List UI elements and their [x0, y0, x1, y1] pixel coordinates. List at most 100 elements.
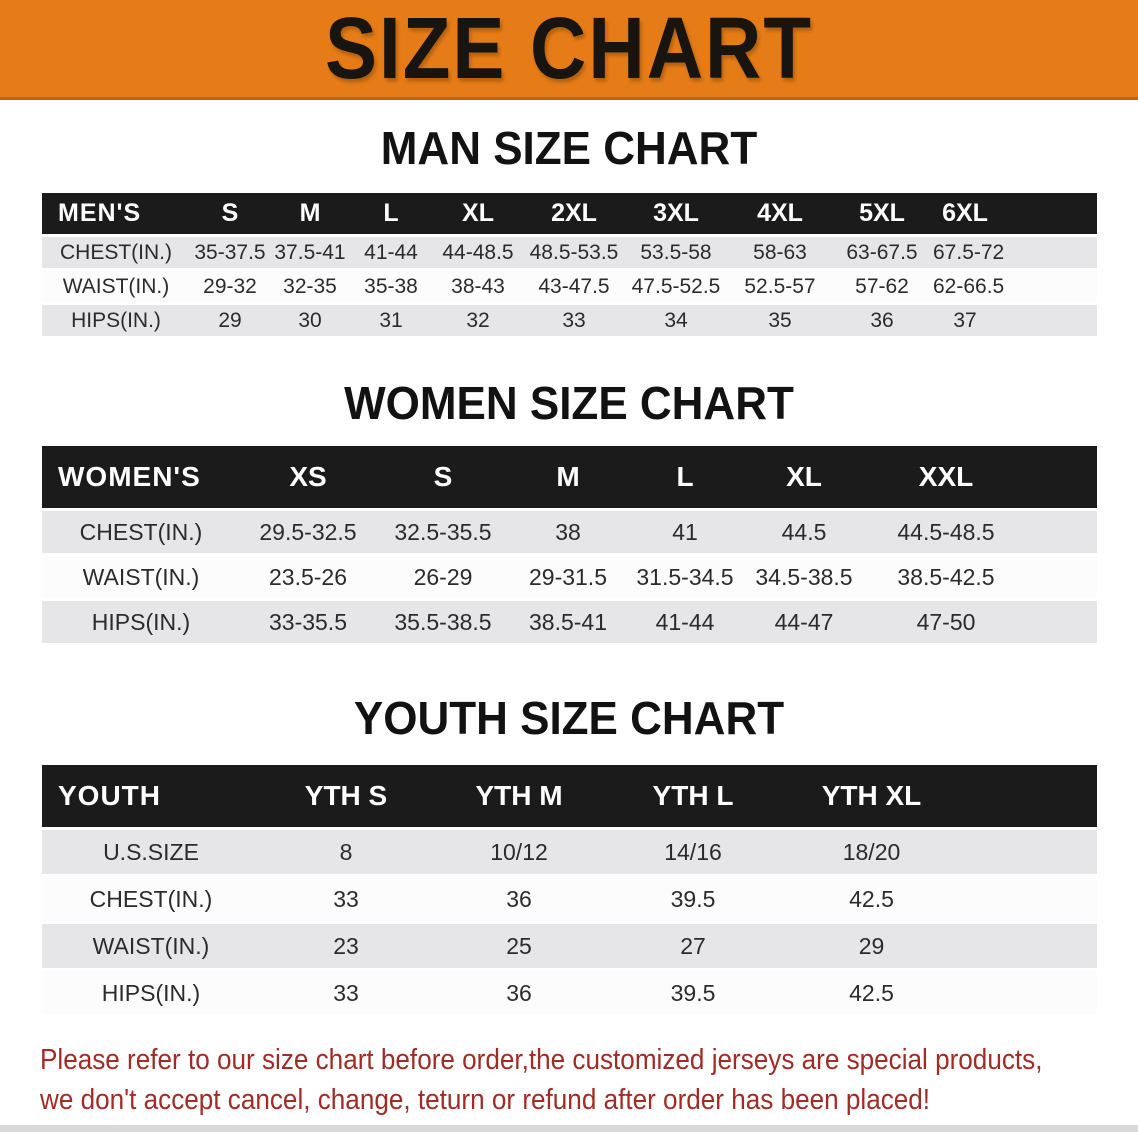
- size-value-cell: 18/20: [842, 838, 901, 865]
- size-column-header: 4XL: [728, 193, 832, 234]
- size-column-header: 2XL: [524, 193, 624, 234]
- section-heading: WOMEN SIZE CHART: [344, 377, 794, 430]
- size-column-header: L: [626, 446, 744, 508]
- measurement-row-label: HIPS(IN.): [71, 308, 161, 332]
- section-heading: MAN SIZE CHART: [380, 122, 758, 175]
- size-column-header: S: [190, 193, 270, 234]
- measurement-row: CHEST(IN.) 35-37.5 37.5-41 41-44 44-48.5 48.5…: [42, 237, 1097, 268]
- size-value-cell: 33-35.5: [268, 608, 347, 635]
- size-value-cell: 36: [870, 308, 894, 332]
- size-value-cell: 31.5-34.5: [636, 563, 734, 590]
- size-charts: MAN SIZE CHART MEN'S S M L XL 2XL 3XL 4XL 5XL 6X…: [0, 122, 1138, 1018]
- size-column-header: M: [270, 193, 350, 234]
- size-value-cell: 39.5: [670, 885, 716, 912]
- measurement-row: CHEST(IN.) 33 36 39.5 42.5: [42, 877, 1097, 921]
- disclaimer-line-1: Please refer to our size chart before or…: [40, 1044, 1043, 1076]
- size-chart-section: YOUTH SIZE CHART YOUTH YTH S YTH M YTH L YT…: [0, 693, 1138, 1018]
- size-chart-section: WOMEN SIZE CHART WOMEN'S XS S M L XL XXL CHES…: [0, 377, 1138, 646]
- size-table: YOUTH YTH S YTH M YTH L YTH XL U.S.SIZE 8 10/…: [42, 762, 1097, 1018]
- size-column-header: 5XL: [832, 193, 932, 234]
- table-corner-label: WOMEN'S: [42, 446, 240, 508]
- size-value-cell: 62-66.5: [933, 274, 1005, 298]
- size-value-cell: 36: [506, 979, 532, 1006]
- measurement-row: CHEST(IN.) 29.5-32.5 32.5-35.5 38 41 44.5 44.5…: [42, 511, 1097, 553]
- size-column-header: YTH M: [432, 765, 606, 827]
- size-value-cell: 36: [506, 885, 532, 912]
- size-column-header: XXL: [864, 446, 1097, 508]
- size-value-cell: 44.5: [781, 518, 827, 545]
- size-value-cell: 38-43: [451, 274, 505, 298]
- measurement-row-label: WAIST(IN.): [62, 274, 170, 298]
- size-value-cell: 38.5-42.5: [897, 563, 995, 590]
- table-header-row: YOUTH YTH S YTH M YTH L YTH XL: [42, 765, 1097, 827]
- size-column-header: S: [376, 446, 510, 508]
- measurement-row: HIPS(IN.) 33-35.5 35.5-38.5 38.5-41 41-44 44-…: [42, 601, 1097, 643]
- size-value-cell: 25: [506, 932, 532, 959]
- size-value-cell: 67.5-72: [933, 240, 1005, 264]
- size-value-cell: 23.5-26: [268, 563, 347, 590]
- size-column-header: XS: [240, 446, 376, 508]
- size-value-cell: 35: [768, 308, 792, 332]
- size-chart-banner: SIZE CHART: [0, 0, 1138, 100]
- size-value-cell: 33: [333, 979, 359, 1006]
- size-value-cell: 32: [466, 308, 490, 332]
- size-value-cell: 42.5: [849, 885, 894, 912]
- measurement-row: WAIST(IN.) 29-32 32-35 35-38 38-43 43-47.5 47.…: [42, 271, 1097, 302]
- size-value-cell: 26-29: [413, 563, 473, 590]
- measurement-row: HIPS(IN.) 33 36 39.5 42.5: [42, 971, 1097, 1015]
- size-value-cell: 8: [339, 838, 353, 865]
- size-value-cell: 44.5-48.5: [897, 518, 995, 545]
- measurement-row: U.S.SIZE 8 10/12 14/16 18/20: [42, 830, 1097, 874]
- measurement-row-label: HIPS(IN.): [101, 979, 201, 1006]
- disclaimer: Please refer to our size chart before or…: [40, 1040, 1138, 1120]
- size-column-header: 3XL: [624, 193, 728, 234]
- size-column-header: YTH XL: [780, 765, 1097, 827]
- size-column-header: 6XL: [932, 193, 1097, 234]
- table-header-row: WOMEN'S XS S M L XL XXL: [42, 446, 1097, 508]
- size-value-cell: 34.5-38.5: [755, 563, 853, 590]
- size-value-cell: 29-32: [203, 274, 257, 298]
- size-value-cell: 57-62: [855, 274, 909, 298]
- size-value-cell: 58-63: [753, 240, 807, 264]
- size-value-cell: 63-67.5: [846, 240, 918, 264]
- size-value-cell: 47-50: [916, 608, 976, 635]
- measurement-row: HIPS(IN.) 29 30 31 32 33 34 35 36 37: [42, 305, 1097, 336]
- size-value-cell: 37.5-41: [274, 240, 346, 264]
- size-value-cell: 10/12: [490, 838, 548, 865]
- size-column-header: XL: [744, 446, 864, 508]
- size-value-cell: 31: [379, 308, 403, 332]
- table-corner-label: YOUTH: [42, 765, 260, 827]
- size-value-cell: 41: [672, 518, 698, 545]
- size-table: WOMEN'S XS S M L XL XXL CHEST(IN.) 29.5-32.5 32…: [42, 443, 1097, 646]
- size-value-cell: 30: [298, 308, 322, 332]
- size-value-cell: 33: [333, 885, 359, 912]
- size-value-cell: 29: [218, 308, 242, 332]
- size-value-cell: 34: [664, 308, 688, 332]
- size-value-cell: 47.5-52.5: [631, 274, 721, 298]
- size-value-cell: 43-47.5: [538, 274, 610, 298]
- size-column-header: YTH S: [260, 765, 432, 827]
- size-value-cell: 37: [953, 308, 977, 332]
- size-value-cell: 27: [680, 932, 706, 959]
- size-value-cell: 35-38: [364, 274, 418, 298]
- measurement-row-label: WAIST(IN.): [82, 563, 200, 590]
- size-value-cell: 38: [555, 518, 581, 545]
- size-column-header: XL: [432, 193, 524, 234]
- size-value-cell: 29-31.5: [528, 563, 607, 590]
- banner-title: SIZE CHART: [325, 0, 813, 98]
- table-header-row: MEN'S S M L XL 2XL 3XL 4XL 5XL 6XL: [42, 193, 1097, 234]
- size-value-cell: 33: [562, 308, 586, 332]
- measurement-row-label: CHEST(IN.): [60, 240, 172, 264]
- size-value-cell: 32.5-35.5: [394, 518, 492, 545]
- measurement-row-label: U.S.SIZE: [103, 838, 199, 865]
- measurement-row-label: CHEST(IN.): [89, 885, 213, 912]
- size-column-header: L: [350, 193, 432, 234]
- size-value-cell: 53.5-58: [640, 240, 712, 264]
- size-value-cell: 29.5-32.5: [259, 518, 357, 545]
- table-corner-label: MEN'S: [42, 193, 190, 234]
- size-table: MEN'S S M L XL 2XL 3XL 4XL 5XL 6XL CHEST(IN.) 35-…: [42, 190, 1097, 339]
- size-value-cell: 44-48.5: [442, 240, 514, 264]
- measurement-row-label: WAIST(IN.): [92, 932, 210, 959]
- measurement-row-label: HIPS(IN.): [91, 608, 191, 635]
- measurement-row: WAIST(IN.) 23 25 27 29: [42, 924, 1097, 968]
